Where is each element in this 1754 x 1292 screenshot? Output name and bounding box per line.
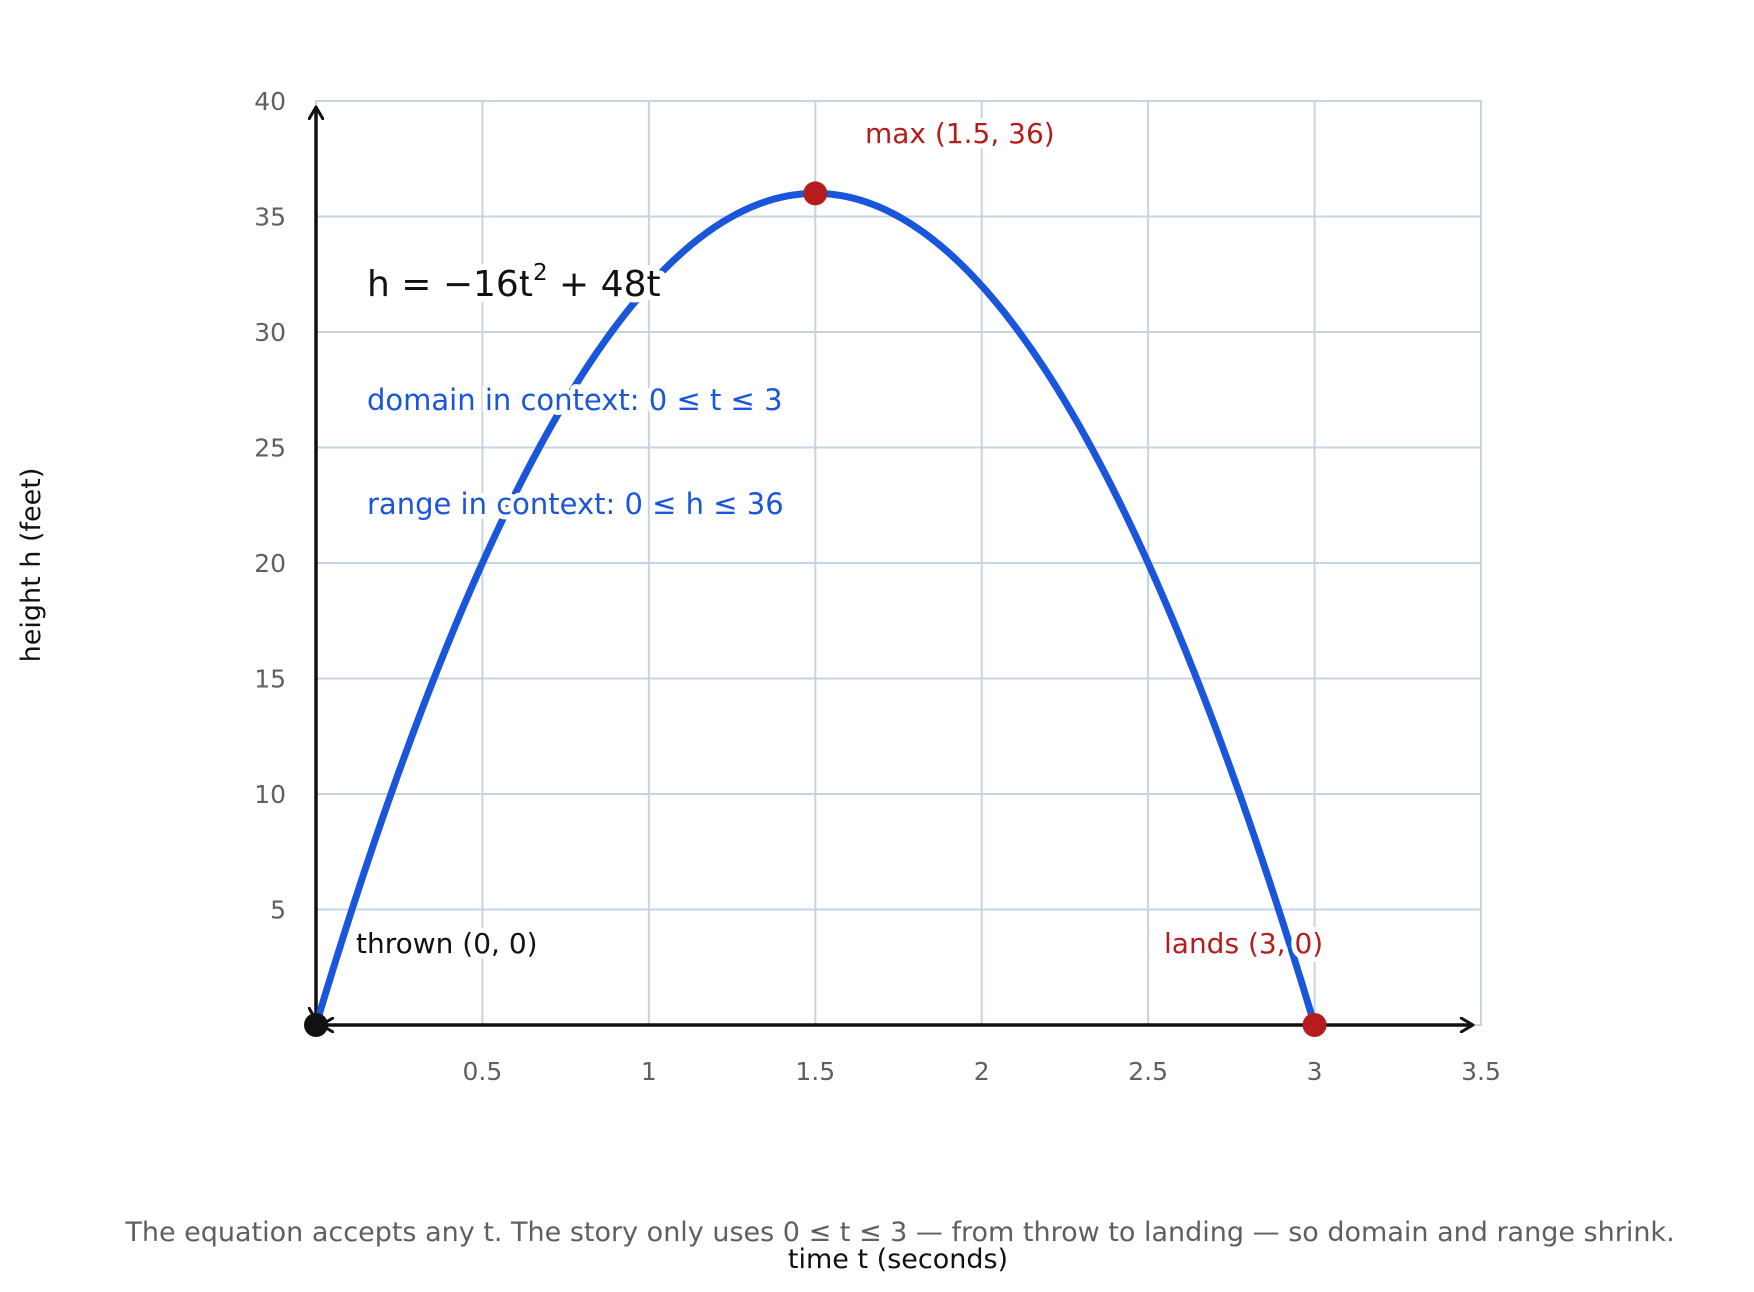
key-points xyxy=(304,181,1327,1037)
equation-label: h = −16t2 + 48t xyxy=(367,260,661,305)
y-tick-label: 15 xyxy=(254,665,286,694)
x-tick-label: 0.5 xyxy=(463,1057,503,1086)
x-tick-label: 2 xyxy=(974,1057,990,1086)
y-tick-label: 5 xyxy=(270,896,286,925)
range-annotation: range in context: 0 ≤ h ≤ 36 xyxy=(367,487,784,521)
x-tick-label: 3 xyxy=(1307,1057,1323,1086)
max-point-marker xyxy=(803,181,828,206)
x-tick-label: 1.5 xyxy=(795,1057,835,1086)
start-point-marker xyxy=(304,1013,328,1037)
x-axis-title: time t (seconds) xyxy=(788,1244,1008,1275)
y-axis-title: height h (feet) xyxy=(16,468,47,663)
start-point-label: thrown (0, 0) xyxy=(356,927,538,960)
y-tick-label: 40 xyxy=(254,87,286,116)
x-tick-label: 3.5 xyxy=(1461,1057,1501,1086)
caption: The equation accepts any t. The story on… xyxy=(124,1217,1674,1248)
domain-annotation: domain in context: 0 ≤ t ≤ 3 xyxy=(367,383,783,417)
y-tick-label: 35 xyxy=(254,203,286,232)
y-tick-labels: 5 10 15 20 25 30 35 40 xyxy=(254,87,286,925)
landing-point-marker xyxy=(1302,1013,1327,1037)
y-tick-label: 30 xyxy=(254,318,286,347)
grid xyxy=(316,100,1482,1025)
x-tick-labels: 0.5 1 1.5 2 2.5 3 3.5 xyxy=(463,1057,1501,1086)
x-tick-label: 2.5 xyxy=(1128,1057,1168,1086)
y-tick-label: 20 xyxy=(254,549,286,578)
max-point-label: max (1.5, 36) xyxy=(865,117,1055,150)
landing-point-label: lands (3, 0) xyxy=(1164,927,1323,960)
x-tick-label: 1 xyxy=(641,1057,657,1086)
y-tick-label: 25 xyxy=(254,434,286,463)
y-tick-label: 10 xyxy=(254,780,286,809)
